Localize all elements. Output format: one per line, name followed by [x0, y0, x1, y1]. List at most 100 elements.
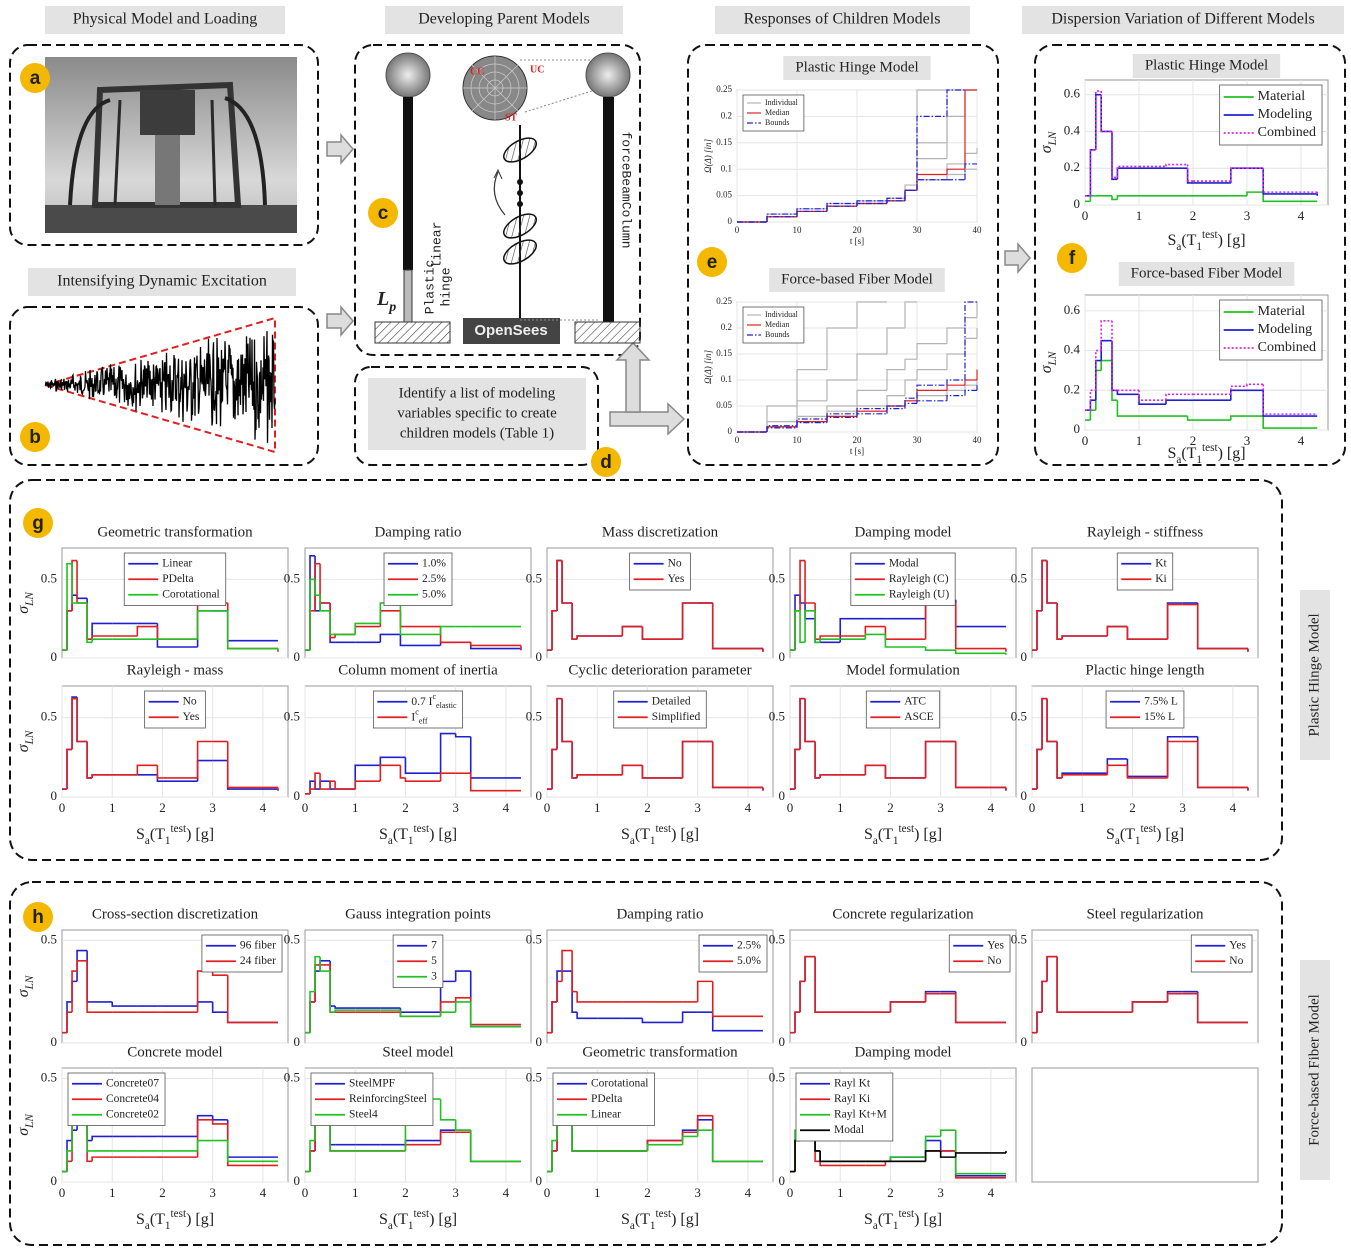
y-tick-label: 0.5: [41, 709, 57, 724]
legend: ModalRayleigh (C)Rayleigh (U): [851, 553, 955, 606]
decoration: [517, 190, 523, 196]
y-tick-label: 0.5: [526, 931, 542, 946]
text-part: S: [1106, 826, 1115, 843]
y-tick-label: 0.5: [769, 931, 785, 946]
legend-label: Corotational: [162, 588, 220, 600]
y-tick-label: 0: [779, 788, 786, 803]
x-axis-label: Sa(T1test) [g]: [136, 823, 214, 847]
decoration: [1005, 244, 1030, 272]
decoration: [386, 53, 430, 97]
x-tick-label: 0: [544, 800, 551, 815]
legend: LinearPDeltaCorotational: [124, 553, 226, 606]
chart: 00.20.40.601234Plastic Hinge ModelσLNSa(…: [1038, 54, 1328, 253]
decoration: [610, 404, 684, 434]
text-part: (T: [150, 1211, 165, 1228]
text-part: S: [1167, 445, 1176, 462]
x-tick-label: 1: [1079, 800, 1086, 815]
x-axis-label: t [s]: [850, 236, 864, 246]
legend-label: 5.0%: [422, 588, 446, 600]
decoration: [375, 322, 450, 343]
legend: MaterialModelingCombined: [1220, 300, 1322, 360]
task: Identify a list of modeling variables sp…: [368, 378, 586, 450]
legend-label: 3: [431, 970, 437, 982]
text-part: ) [g]: [914, 1211, 942, 1228]
legend: 96 fiber24 fiber: [202, 935, 282, 972]
y-tick-label: 0.2: [721, 110, 732, 120]
x-tick-label: 0: [59, 1185, 66, 1200]
chart-title: Cross-section discretization: [92, 906, 259, 922]
text-part: ) [g]: [429, 1211, 457, 1228]
y-axis-label: Ω(Δ) [in]: [703, 138, 713, 173]
y-tick-label: 0.5: [41, 570, 57, 585]
chart-title: Force-based Fiber Model: [1131, 265, 1283, 281]
legend-label: Modal: [834, 1124, 864, 1136]
legend-label: PDelta: [591, 1093, 622, 1105]
text-part: (T: [1181, 445, 1196, 462]
y-tick-label: 0.1: [721, 163, 732, 173]
chart: 00.501234Cyclic deterioration parameterS…: [526, 662, 773, 846]
x-axis-label: Sa(T1test) [g]: [1167, 442, 1245, 466]
chart: 00.5Steel regularizationYesNo: [1011, 906, 1258, 1049]
chart-title: Cyclic deterioration parameter: [568, 662, 751, 678]
chart: 00.501234Damping modelSa(T1test) [g]Rayl…: [769, 1044, 1016, 1231]
legend-label: PDelta: [162, 573, 193, 585]
hinge-length-label: Lp: [376, 288, 396, 315]
legend-label: Corotational: [591, 1077, 649, 1089]
decoration: [517, 201, 523, 207]
decoration: [494, 172, 505, 215]
legend-label: No: [668, 557, 682, 569]
x-tick-label: 4: [988, 1185, 995, 1200]
chart-title: Damping ratio: [374, 524, 461, 540]
chart: 00.5Damping modelModalRayleigh (C)Raylei…: [769, 524, 1016, 664]
legend-label: Yes: [668, 573, 685, 585]
y-tick-label: 0.1: [721, 374, 732, 384]
legend: IndividualMedianBounds: [743, 95, 804, 131]
y-tick-label: 0: [779, 1034, 786, 1049]
x-tick-label: 3: [452, 1185, 459, 1200]
legend-label: 2.5%: [422, 573, 446, 585]
text-part: 1: [408, 1220, 414, 1232]
badge-letter: g: [32, 513, 44, 534]
legend: Rayl KtRayl KiRayl Kt+MModal: [796, 1073, 893, 1141]
legend: DetailedSimplified: [614, 691, 707, 728]
legend-label: Combined: [1258, 340, 1316, 355]
text-part: 1: [1196, 454, 1202, 466]
x-tick-label: 30: [913, 435, 923, 445]
chart-title: Geometric transformation: [97, 524, 253, 540]
badge: f: [1057, 243, 1087, 273]
x-tick-label: 2: [402, 800, 409, 815]
caption: Dispersion Variation of Different Models: [1051, 11, 1314, 28]
x-tick-label: 1: [594, 1185, 601, 1200]
x-tick-label: 4: [1298, 208, 1305, 223]
x-tick-label: 2: [1190, 208, 1197, 223]
y-tick-label: 0.25: [716, 296, 732, 306]
column-type-label: forceBeamColumn: [619, 131, 634, 248]
section-label: ST: [505, 112, 518, 123]
x-tick-label: 40: [973, 435, 983, 445]
text-part: ) [g]: [186, 1211, 214, 1228]
legend-label: Rayleigh (U): [889, 588, 950, 600]
chart: 00.501234Concrete modelσLNSa(T1test) [g]…: [15, 1044, 288, 1231]
text-part: S: [864, 1211, 873, 1228]
legend-label: Yes: [987, 939, 1004, 951]
legend-label: 15% L: [1144, 711, 1175, 723]
decoration: [140, 90, 195, 135]
x-tick-label: 4: [260, 800, 267, 815]
text-part: S: [136, 1211, 145, 1228]
chart-title: Damping ratio: [616, 906, 703, 922]
text-part: LN: [24, 730, 36, 745]
x-tick-label: 0: [787, 800, 794, 815]
legend-label: Rayl Kt: [834, 1077, 871, 1089]
legend-label: Steel4: [349, 1108, 378, 1120]
text-part: ) [g]: [1218, 445, 1246, 462]
x-tick-label: 30: [913, 225, 923, 235]
legend-label: ASCE: [904, 711, 933, 723]
chart-title: Plastic Hinge Model: [1145, 57, 1268, 73]
x-tick-label: 1: [352, 1185, 359, 1200]
legend-label: Bounds: [765, 118, 789, 127]
text-part: (T: [1181, 232, 1196, 249]
y-tick-label: 0.5: [41, 931, 57, 946]
legend: 2.5%5.0%: [699, 935, 767, 972]
x-tick-label: 4: [745, 800, 752, 815]
